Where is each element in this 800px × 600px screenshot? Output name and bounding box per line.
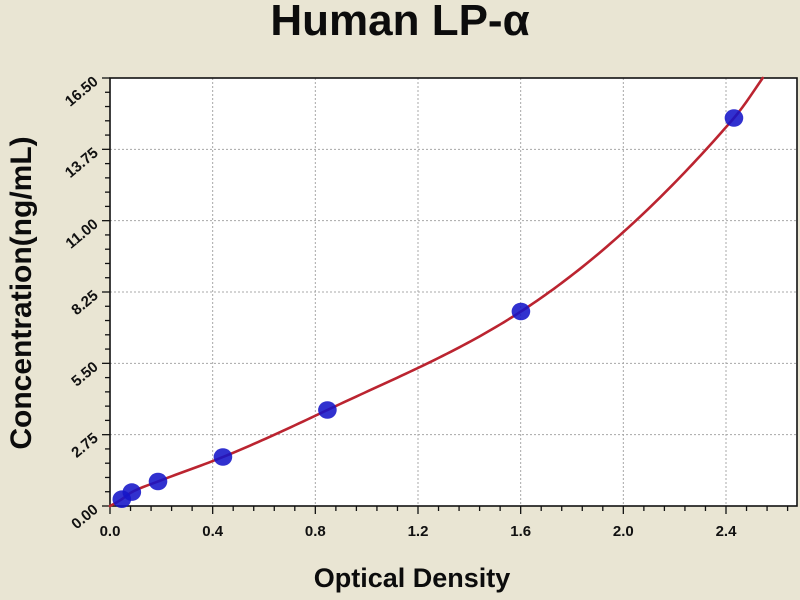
svg-text:0.0: 0.0	[100, 523, 121, 540]
svg-text:1.6: 1.6	[510, 523, 531, 540]
svg-text:2.75: 2.75	[68, 430, 101, 462]
svg-text:2.4: 2.4	[716, 523, 738, 540]
svg-text:11.00: 11.00	[63, 216, 102, 253]
svg-text:0.4: 0.4	[202, 523, 224, 540]
svg-text:5.50: 5.50	[68, 358, 101, 390]
svg-text:0.00: 0.00	[68, 501, 101, 533]
svg-text:2.0: 2.0	[613, 523, 634, 540]
svg-text:13.75: 13.75	[62, 144, 102, 181]
svg-text:8.25: 8.25	[68, 287, 101, 319]
svg-text:0.8: 0.8	[305, 523, 326, 540]
svg-text:1.2: 1.2	[408, 523, 429, 540]
svg-text:16.50: 16.50	[62, 73, 102, 110]
